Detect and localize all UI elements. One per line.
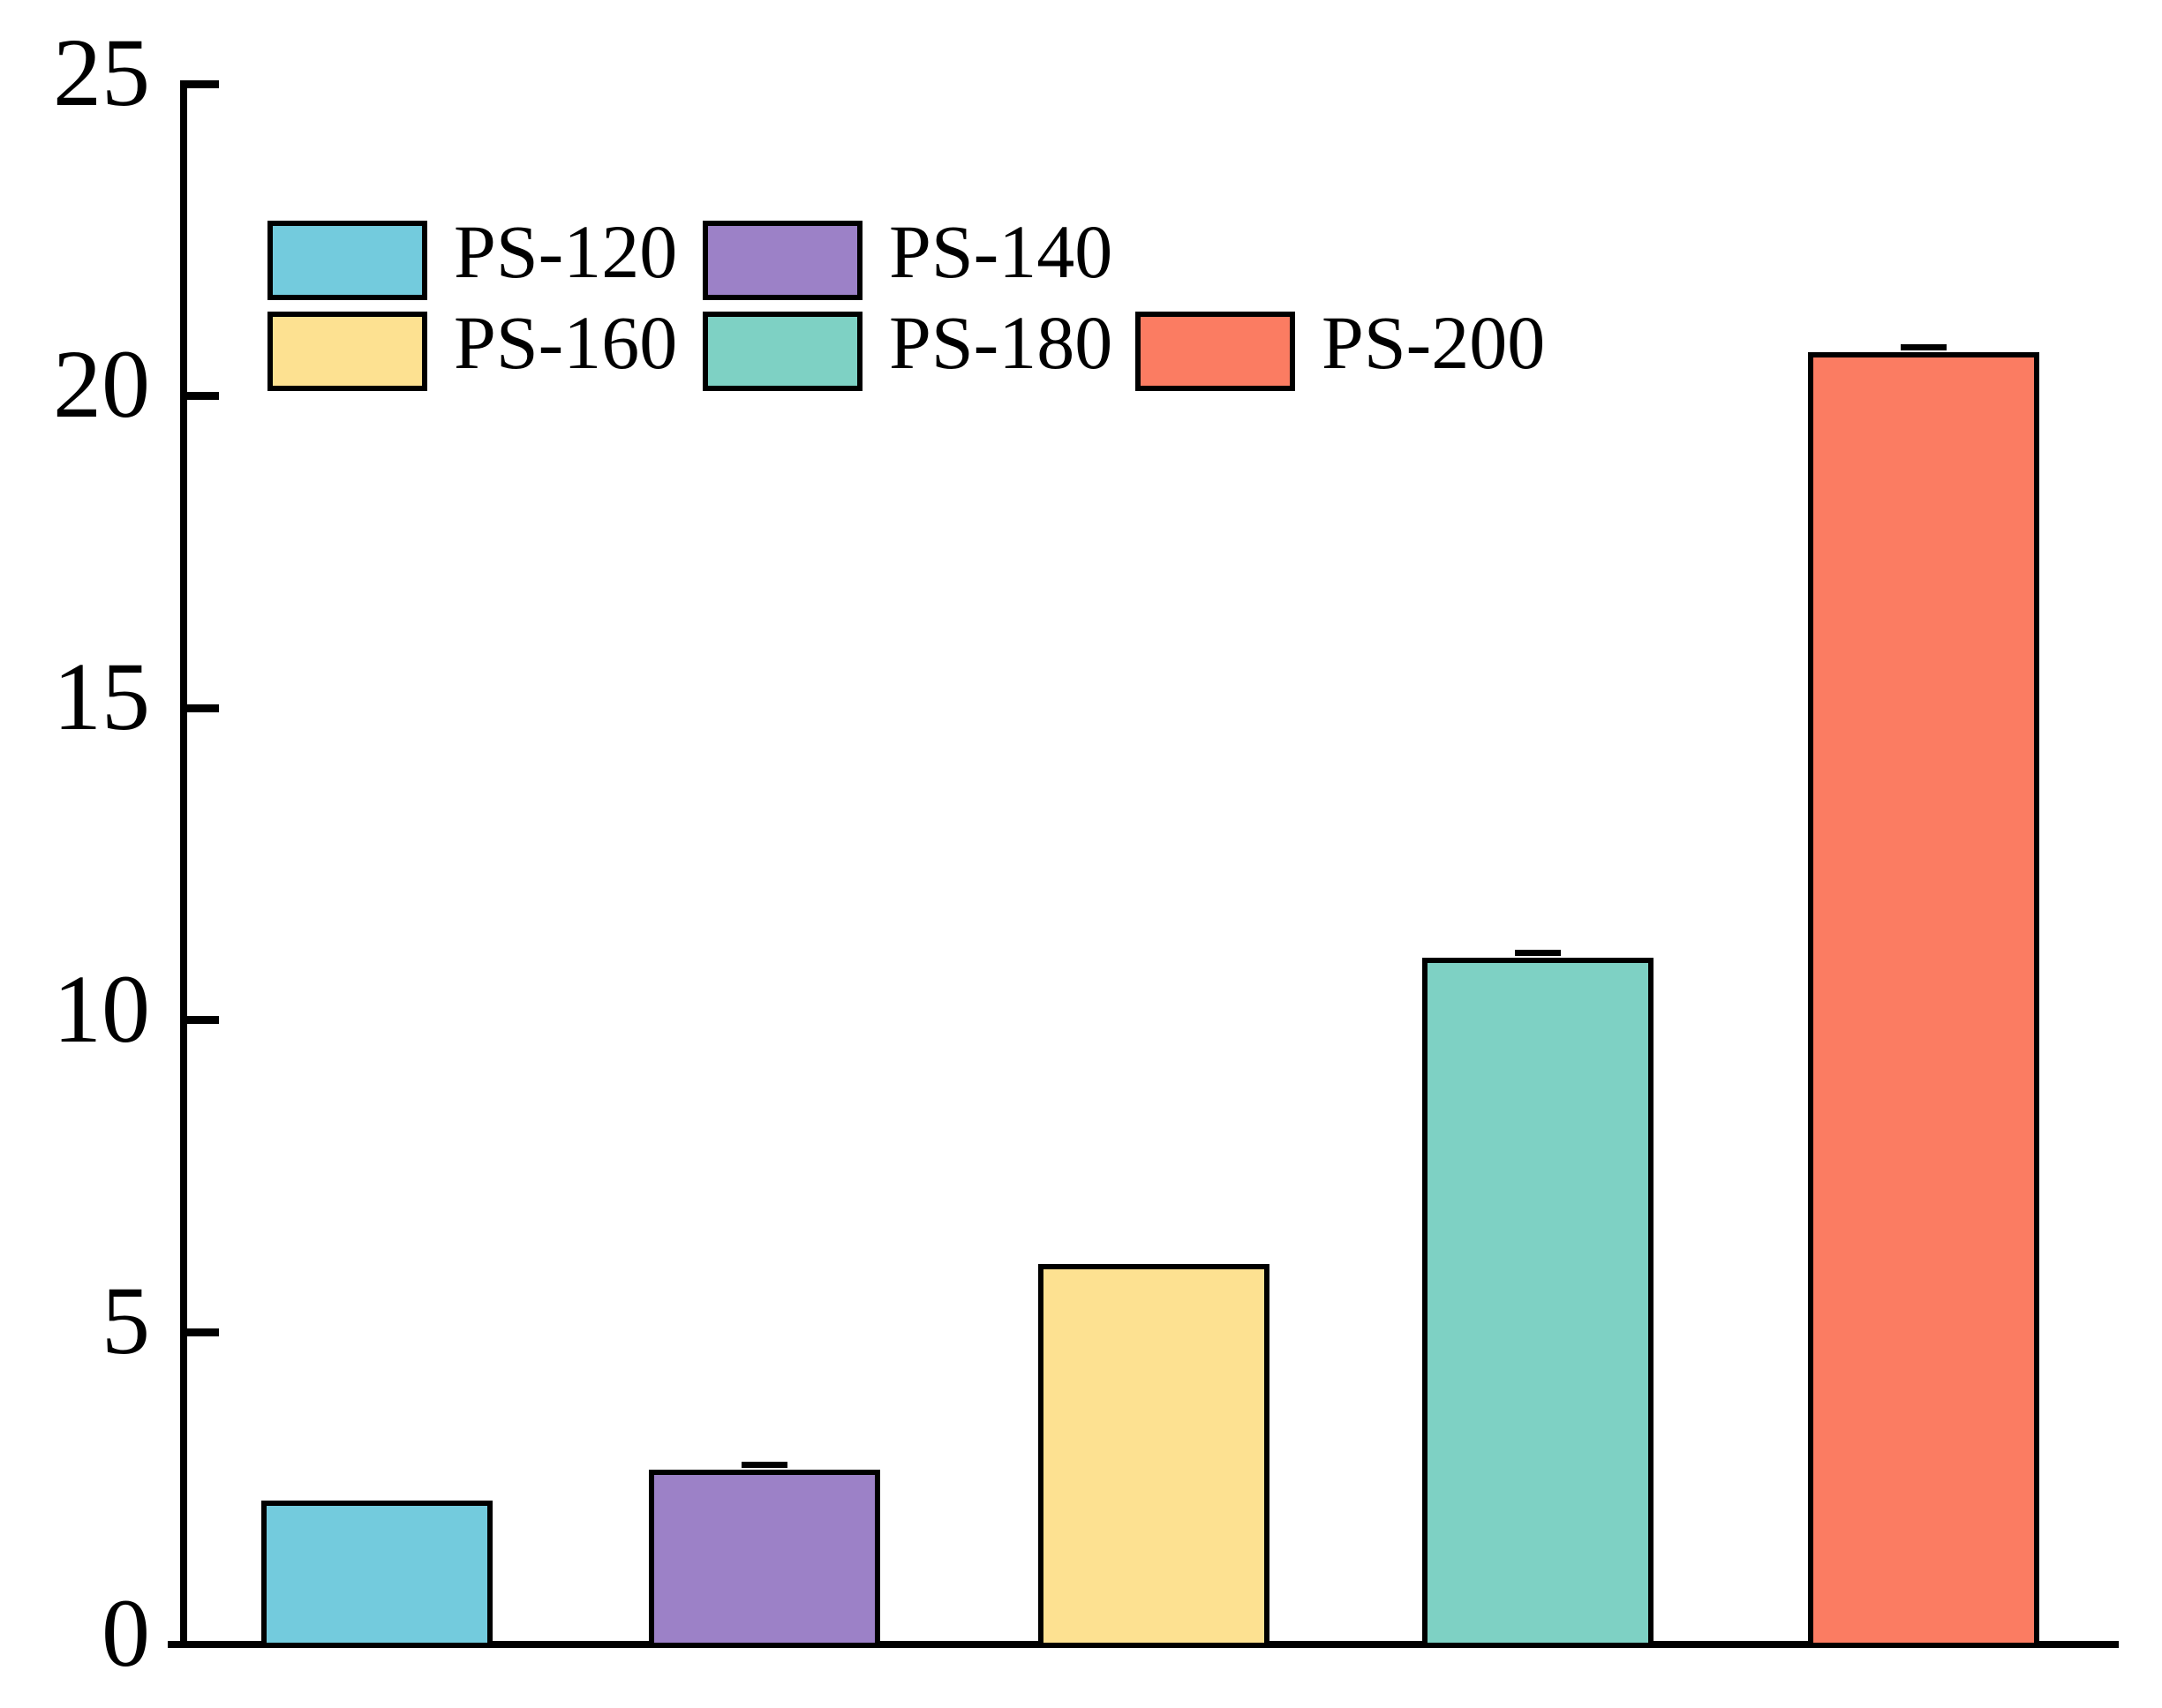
y-tick-label: 0 bbox=[102, 1579, 150, 1687]
error-bar-cap bbox=[742, 1462, 787, 1468]
y-tick bbox=[187, 704, 219, 712]
bar-PS-200 bbox=[1808, 352, 2039, 1648]
y-tick-label: 20 bbox=[53, 330, 150, 438]
legend-swatch-PS-120 bbox=[267, 221, 427, 300]
bar-PS-140 bbox=[649, 1470, 880, 1648]
error-bar-cap bbox=[1901, 344, 1947, 350]
bar-PS-160 bbox=[1038, 1264, 1269, 1648]
legend-label-PS-140: PS-140 bbox=[889, 209, 1113, 294]
legend-label-PS-120: PS-120 bbox=[454, 209, 678, 294]
y-tick bbox=[187, 80, 219, 88]
legend-label-PS-160: PS-160 bbox=[454, 300, 678, 385]
y-tick-label: 25 bbox=[53, 19, 150, 126]
bar-PS-180 bbox=[1422, 958, 1654, 1648]
y-tick bbox=[187, 1328, 219, 1336]
legend-swatch-PS-200 bbox=[1135, 312, 1295, 391]
legend-swatch-PS-160 bbox=[267, 312, 427, 391]
legend-label-PS-200: PS-200 bbox=[1322, 300, 1546, 385]
y-tick bbox=[187, 392, 219, 400]
legend-swatch-PS-140 bbox=[703, 221, 863, 300]
y-tick bbox=[187, 1016, 219, 1024]
y-tick-label: 10 bbox=[53, 955, 150, 1063]
y-axis-spine bbox=[180, 80, 187, 1648]
legend-label-PS-180: PS-180 bbox=[889, 300, 1113, 385]
y-tick-label: 5 bbox=[102, 1267, 150, 1374]
bar-PS-120 bbox=[261, 1501, 493, 1648]
error-bar-cap bbox=[1515, 950, 1561, 956]
legend-swatch-PS-180 bbox=[703, 312, 863, 391]
y-tick-label: 15 bbox=[53, 643, 150, 750]
